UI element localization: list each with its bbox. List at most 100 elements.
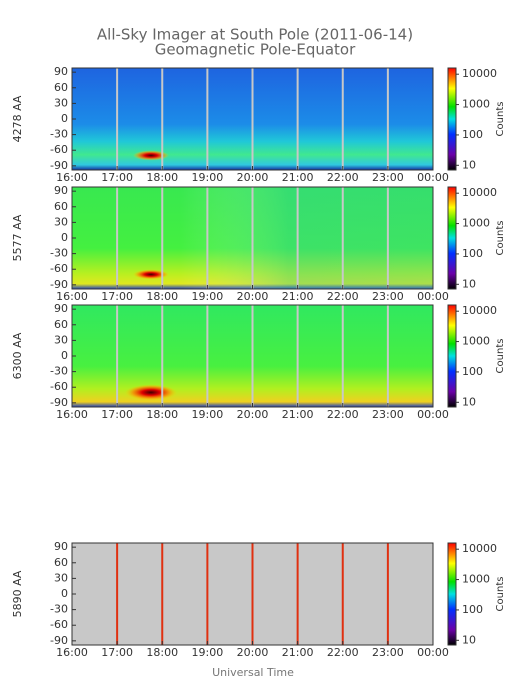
- colorbar-tick-label: 100: [462, 247, 483, 260]
- x-tick-label: 23:00: [372, 408, 404, 421]
- x-axis-label: Universal Time: [212, 666, 294, 679]
- x-tick-label: 17:00: [101, 646, 133, 659]
- x-tick-label: 00:00: [417, 646, 449, 659]
- x-tick-label: 20:00: [237, 646, 269, 659]
- x-tick-label: 17:00: [101, 290, 133, 303]
- x-tick-label: 19:00: [192, 290, 224, 303]
- y-tick-label: 90: [54, 540, 68, 553]
- panel: 16:00 17:00 18:00 19:00 20:00 21:00 22:00 23:00…: [11, 65, 506, 184]
- x-tick-label: 18:00: [146, 408, 178, 421]
- x-tick-label: 21:00: [282, 171, 314, 184]
- y-tick-label: 60: [54, 318, 68, 331]
- colorbar-tick-label: 100: [462, 365, 483, 378]
- y-tick-label: -60: [50, 618, 68, 631]
- colorbar-tick-label: 10: [462, 158, 476, 171]
- y-tick-label: -60: [50, 143, 68, 156]
- x-tick-label: 00:00: [417, 171, 449, 184]
- x-tick-label: 18:00: [146, 646, 178, 659]
- y-tick-label: 60: [54, 556, 68, 569]
- y-tick-label: -60: [50, 380, 68, 393]
- y-axis-label: 5890 AA: [11, 570, 24, 617]
- y-tick-label: 0: [61, 587, 68, 600]
- y-tick-label: -90: [50, 634, 68, 647]
- x-tick-label: 22:00: [327, 171, 359, 184]
- y-tick-label: 90: [54, 184, 68, 197]
- plot-frame: [71, 542, 434, 646]
- x-tick-label: 23:00: [372, 646, 404, 659]
- plot-frame: [71, 186, 434, 290]
- x-tick-label: 20:00: [237, 171, 269, 184]
- colorbar-tick-label: 10000: [462, 67, 497, 80]
- x-tick-label: 19:00: [192, 646, 224, 659]
- colorbar-tick-label: 1000: [462, 335, 490, 348]
- colorbar-label: Counts: [495, 339, 506, 374]
- x-tick-label: 21:00: [282, 646, 314, 659]
- colorbar-label: Counts: [495, 221, 506, 256]
- plot-frame: [71, 304, 434, 408]
- y-axis-label: 5577 AA: [11, 214, 24, 261]
- x-tick-label: 00:00: [417, 408, 449, 421]
- colorbar-label: Counts: [495, 577, 506, 612]
- colorbar-tick-label: 1000: [462, 217, 490, 230]
- x-tick-label: 21:00: [282, 290, 314, 303]
- x-tick-label: 16:00: [56, 290, 88, 303]
- x-tick-label: 19:00: [192, 408, 224, 421]
- hot-spot: [132, 269, 169, 280]
- x-tick-label: 17:00: [101, 408, 133, 421]
- y-tick-label: 30: [54, 96, 68, 109]
- x-tick-label: 18:00: [146, 290, 178, 303]
- y-tick-label: 30: [54, 333, 68, 346]
- colorbar-tick-label: 1000: [462, 98, 490, 111]
- plot-frame: [71, 67, 434, 171]
- x-tick-label: 22:00: [327, 408, 359, 421]
- y-tick-label: -90: [50, 396, 68, 409]
- x-tick-label: 23:00: [372, 290, 404, 303]
- colorbar-tick-label: 10: [462, 395, 476, 408]
- x-tick-label: 17:00: [101, 171, 133, 184]
- colorbar-label: Counts: [495, 102, 506, 137]
- y-tick-label: -90: [50, 159, 68, 172]
- colorbar-tick-label: 100: [462, 603, 483, 616]
- x-tick-label: 19:00: [192, 171, 224, 184]
- x-tick-label: 20:00: [237, 290, 269, 303]
- colorbar-tick-label: 10000: [462, 304, 497, 317]
- colorbar-tick-label: 10000: [462, 186, 497, 199]
- y-axis-label: 6300 AA: [11, 332, 24, 379]
- y-axis-label: 4278 AA: [11, 95, 24, 142]
- x-tick-label: 16:00: [56, 408, 88, 421]
- y-tick-label: 90: [54, 302, 68, 315]
- colorbar: [447, 67, 457, 171]
- y-tick-label: 60: [54, 200, 68, 213]
- x-tick-label: 22:00: [327, 290, 359, 303]
- x-tick-label: 20:00: [237, 408, 269, 421]
- colorbar: [447, 304, 457, 408]
- colorbar: [447, 542, 457, 646]
- panel: 16:00 17:00 18:00 19:00 20:00 21:00 22:00 23:00…: [11, 184, 506, 303]
- y-tick-label: -30: [50, 128, 68, 141]
- y-tick-label: 0: [61, 112, 68, 125]
- hot-spot: [132, 150, 169, 161]
- colorbar-tick-label: 10: [462, 277, 476, 290]
- y-tick-label: -30: [50, 603, 68, 616]
- y-tick-label: -30: [50, 365, 68, 378]
- panel: 16:00 17:00 18:00 19:00 20:00 21:00 22:00 23:00…: [11, 302, 506, 421]
- y-tick-label: 30: [54, 215, 68, 228]
- y-tick-label: -30: [50, 247, 68, 260]
- x-tick-label: 00:00: [417, 290, 449, 303]
- colorbar-tick-label: 10: [462, 633, 476, 646]
- x-tick-label: 23:00: [372, 171, 404, 184]
- y-tick-label: 90: [54, 65, 68, 78]
- panel: 16:00 17:00 18:00 19:00 20:00 21:00 22:00 23:00…: [11, 540, 506, 659]
- y-tick-label: -90: [50, 278, 68, 291]
- x-tick-label: 16:00: [56, 171, 88, 184]
- colorbar: [447, 186, 457, 290]
- subtitle: Geomagnetic Pole-Equator: [155, 41, 356, 59]
- colorbar-tick-label: 10000: [462, 542, 497, 555]
- y-tick-label: 0: [61, 231, 68, 244]
- title: All-Sky Imager at South Pole (2011-06-14…: [97, 26, 413, 44]
- y-tick-label: 30: [54, 571, 68, 584]
- x-tick-label: 16:00: [56, 646, 88, 659]
- y-tick-label: 0: [61, 349, 68, 362]
- colorbar-tick-label: 1000: [462, 573, 490, 586]
